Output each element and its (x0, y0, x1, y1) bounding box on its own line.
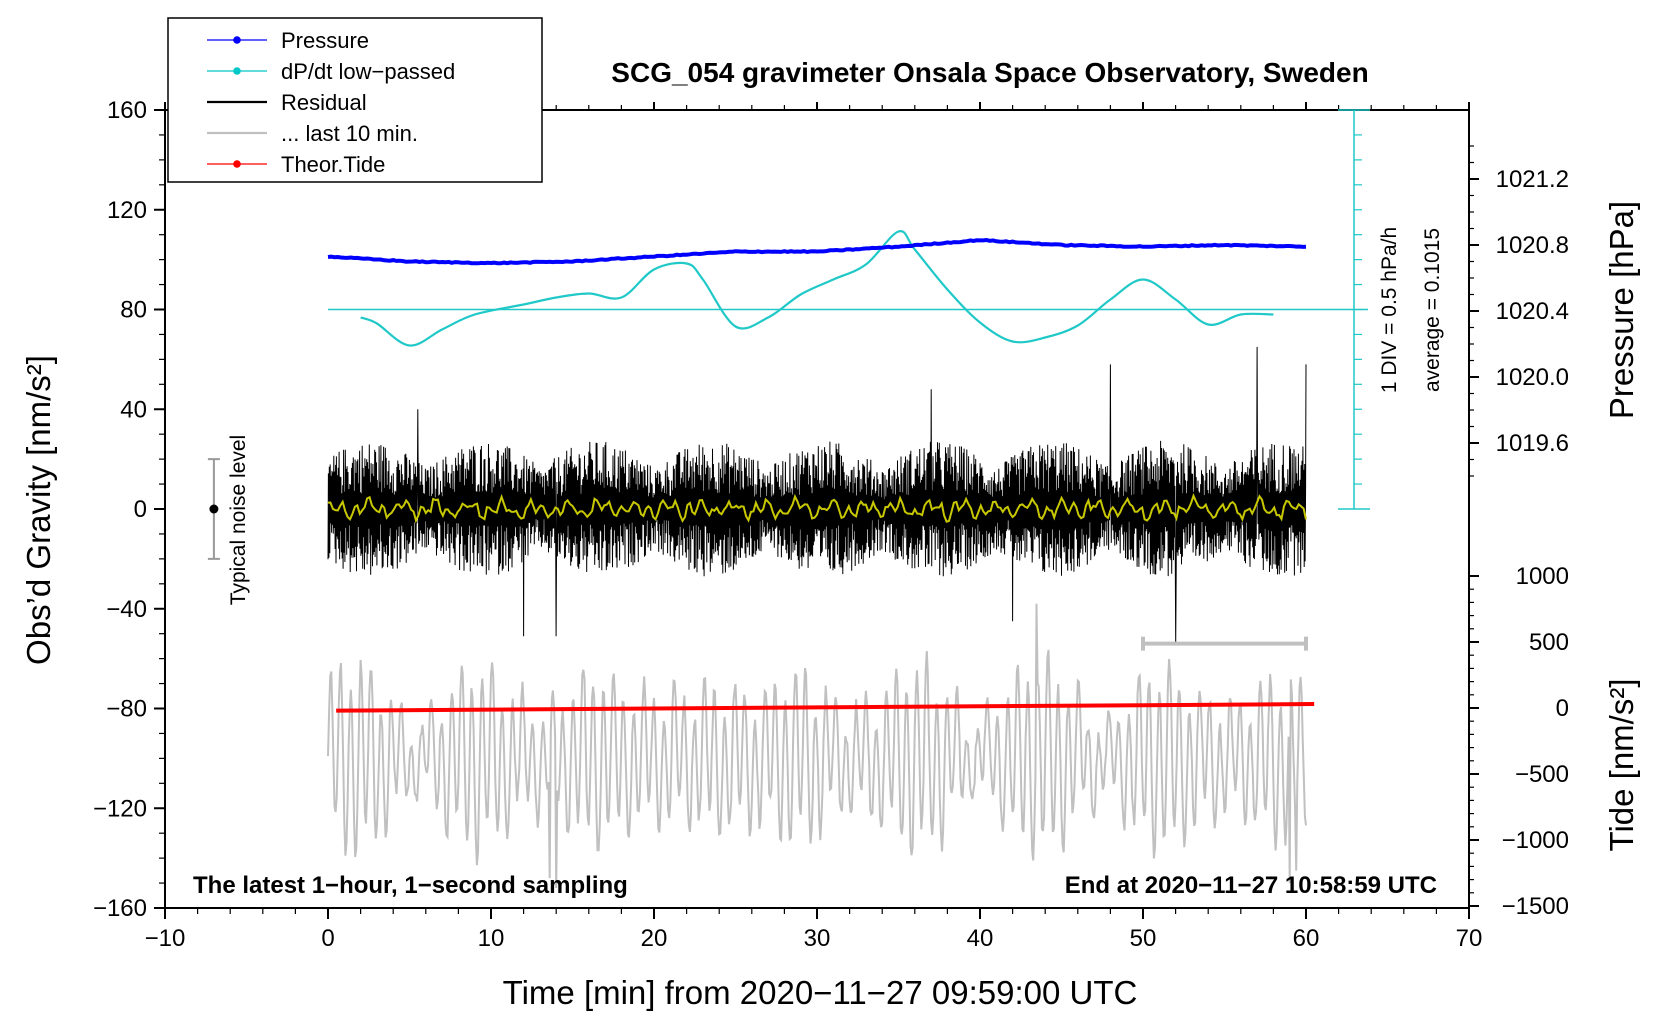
pressure-tick-label: 1019.6 (1496, 430, 1569, 457)
y-tick-label: 120 (107, 197, 147, 224)
legend-marker (233, 36, 241, 44)
x-tick-label: 50 (1130, 925, 1157, 952)
y-tick-label: 40 (120, 396, 147, 423)
residual-line (327, 346, 1307, 644)
x-tick-label: 40 (967, 925, 994, 952)
y-tick-label: 0 (134, 496, 147, 523)
legend-marker (233, 67, 241, 75)
axes-layer: −10 0 10 20 30 40 50 60 70 160 120 80 40 0 −40 −80 −120 −… (93, 97, 1569, 952)
legend-label: Theor.Tide (281, 152, 385, 177)
legend-label: Residual (281, 90, 367, 115)
dpdt-line (360, 230, 1274, 347)
annotation-latest-hour: The latest 1−hour, 1−second sampling (193, 872, 628, 899)
dpdt-average-label: average = 0.1015 (1421, 228, 1444, 392)
y-tick-label: −40 (106, 596, 147, 623)
x-tick-label: 30 (804, 925, 831, 952)
y-axis-title-tide: Tide [nm/s²] (1603, 679, 1640, 852)
series-layer (327, 230, 1368, 889)
y-axis-title-pressure: Pressure [hPa] (1603, 201, 1640, 419)
y-tick-label: −80 (106, 696, 147, 723)
x-axis-title: Time [min] from 2020−11−27 09:59:00 UTC (503, 974, 1138, 1011)
y-tick-label: −120 (93, 795, 147, 822)
tide-tick-label: 0 (1556, 695, 1569, 722)
tide-tick-label: −1500 (1502, 893, 1569, 920)
x-tick-label: 60 (1293, 925, 1320, 952)
last10-line (327, 603, 1307, 889)
legend-label: Pressure (281, 28, 369, 53)
annotation-end-time: End at 2020−11−27 10:58:59 UTC (1065, 872, 1437, 899)
pressure-tick-label: 1021.2 (1496, 166, 1569, 193)
noise-level-marker (209, 504, 219, 514)
pressure-tick-label: 1020.4 (1496, 298, 1569, 325)
annotations-layer (207, 109, 1370, 651)
x-tick-label: 10 (478, 925, 505, 952)
y-tick-label: 80 (120, 297, 147, 324)
x-tick-label: 0 (321, 925, 334, 952)
legend-label: ... last 10 min. (281, 121, 418, 146)
pressure-tick-label: 1020.0 (1496, 364, 1569, 391)
x-tick-label: 20 (641, 925, 668, 952)
chart-title: SCG_054 gravimeter Onsala Space Observat… (611, 57, 1368, 88)
y-tick-label: −160 (93, 895, 147, 922)
y-axis-title-gravity: Obs’d Gravity [nm/s²] (20, 355, 57, 665)
x-tick-label: 70 (1456, 925, 1483, 952)
residual-smoothed-line (327, 493, 1307, 524)
noise-level-label: Typical noise level (227, 435, 250, 605)
tide-tick-label: −500 (1515, 761, 1569, 788)
legend-label: dP/dt low−passed (281, 59, 455, 84)
tide-line (336, 702, 1315, 713)
legend-marker (233, 160, 241, 168)
legend-box (167, 17, 543, 183)
x-tick-label: −10 (145, 925, 186, 952)
pressure-tick-label: 1020.8 (1496, 232, 1569, 259)
y-tick-label: 160 (107, 97, 147, 124)
tide-tick-label: −1000 (1502, 827, 1569, 854)
tide-tick-label: 500 (1529, 629, 1569, 656)
pressure-line (327, 237, 1307, 266)
legend: Pressure dP/dt low−passed Residual ... last… (167, 17, 543, 183)
tide-tick-label: 1000 (1516, 563, 1569, 590)
dpdt-scale-label: 1 DIV = 0.5 hPa/h (1378, 227, 1401, 393)
